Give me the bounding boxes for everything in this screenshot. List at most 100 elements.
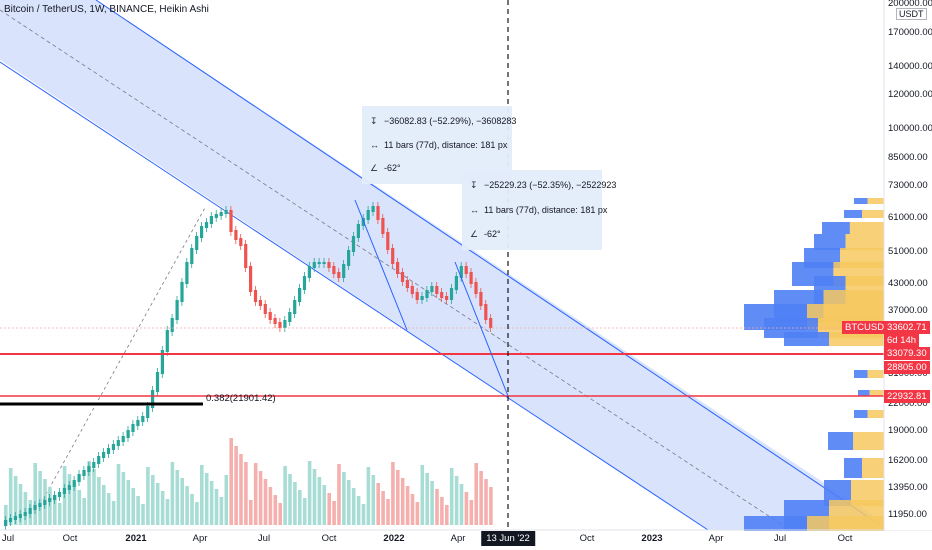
crosshair-time-label: 13 Jun '22 [481,531,535,546]
candle-body [479,292,483,306]
candle-body [219,212,223,216]
candle-body [141,416,145,422]
profile-bar-buy [853,432,884,450]
time-axis-bg [0,531,932,550]
candle-body [82,470,86,476]
volume-bar [170,462,175,525]
volume-bar [165,499,170,525]
candle-body [278,322,282,328]
volume-bar [4,505,8,525]
measure-info-2[interactable]: ↧ −25229.23 (−52.35%), −2522923 ↔ 11 bars … [462,170,616,250]
volume-bar [136,496,140,525]
volume-bar [33,463,37,525]
x-tick: Oct [62,533,78,544]
candle-body [283,320,287,328]
candle-body [214,214,218,218]
channel-mid-line [0,9,791,531]
x-tick: Jul [257,533,271,544]
x-tick: 2023 [641,533,663,544]
volume-bar [121,472,126,525]
candle-body [249,266,253,292]
volume-bar [386,499,390,525]
profile-bar-sell [854,370,868,378]
candle-body [195,236,199,250]
candle-body [13,516,17,520]
candle-body [317,262,321,264]
volume-bar [454,476,459,525]
candle-body [43,500,47,505]
volume-bar [214,489,219,525]
candle-body [33,505,37,510]
volume-bars [4,438,493,525]
volume-bar [268,487,273,525]
profile-bar-sell [828,432,854,450]
candle-body [327,262,331,268]
candle-body [425,290,429,298]
candle-body [4,520,8,526]
profile-bar-sell [784,332,829,346]
volume-bar [190,494,194,525]
candle-body [234,230,238,240]
currency-badge[interactable]: USDT [896,8,927,20]
volume-bar [200,465,204,525]
volume-bar [410,494,415,525]
candle-body [307,266,311,278]
candle-body [273,318,277,324]
candle-body [48,498,52,502]
x-tick: 2021 [125,533,147,544]
candle-body [253,290,258,302]
candle-body [322,262,326,264]
volume-bar [445,505,449,525]
candle-body [102,452,106,458]
bar-range-icon: ↔ [370,140,379,150]
volume-bar [229,438,233,525]
volume-bar [13,476,18,525]
candle-body [204,222,209,228]
candle-body [474,282,478,294]
volume-bar [312,469,317,525]
angle-icon: ∠ [370,163,379,173]
volume-bar [77,490,82,525]
measure-line-2[interactable] [454,261,509,397]
candle-body [92,462,96,468]
volume-bar [391,462,395,525]
volume-bar [469,500,474,525]
candle-body [258,300,262,306]
profile-bar-buy [862,210,884,218]
countdown-tag: 6d 14h [884,334,920,347]
candle-body [229,210,233,232]
candle-body [351,236,356,252]
candle-body [121,436,125,442]
candle-body [28,508,32,514]
measure2-angle: -62° [484,229,501,239]
candle-body [106,448,111,454]
candle-body [170,318,174,332]
x-tick: Apr [708,533,724,544]
volume-bar [415,502,420,525]
y-tick: 37000.00 [888,305,928,316]
volume-bar [356,496,361,525]
candle-body [445,296,449,300]
candle-body [62,488,66,494]
volume-bar [376,483,380,525]
channel-lower-line [0,61,709,531]
volume-bar [38,471,42,525]
profile-bar-buy [867,370,884,378]
candle-body [366,210,370,220]
candle-body [268,312,272,320]
candle-body [332,266,336,274]
volume-bar [8,468,13,525]
candle-body [420,296,424,300]
profile-bar-buy [845,234,884,250]
candle-body [405,280,409,288]
volume-bar [278,503,282,525]
candle-body [396,262,400,274]
last-price-tag: 33602.71 [884,321,930,334]
candles [4,202,493,530]
price-axis-bg [885,0,932,530]
volume-bar [307,461,312,525]
volume-bar [464,492,469,525]
x-tick: Jul [773,533,787,544]
measure-line-1[interactable] [354,199,408,331]
